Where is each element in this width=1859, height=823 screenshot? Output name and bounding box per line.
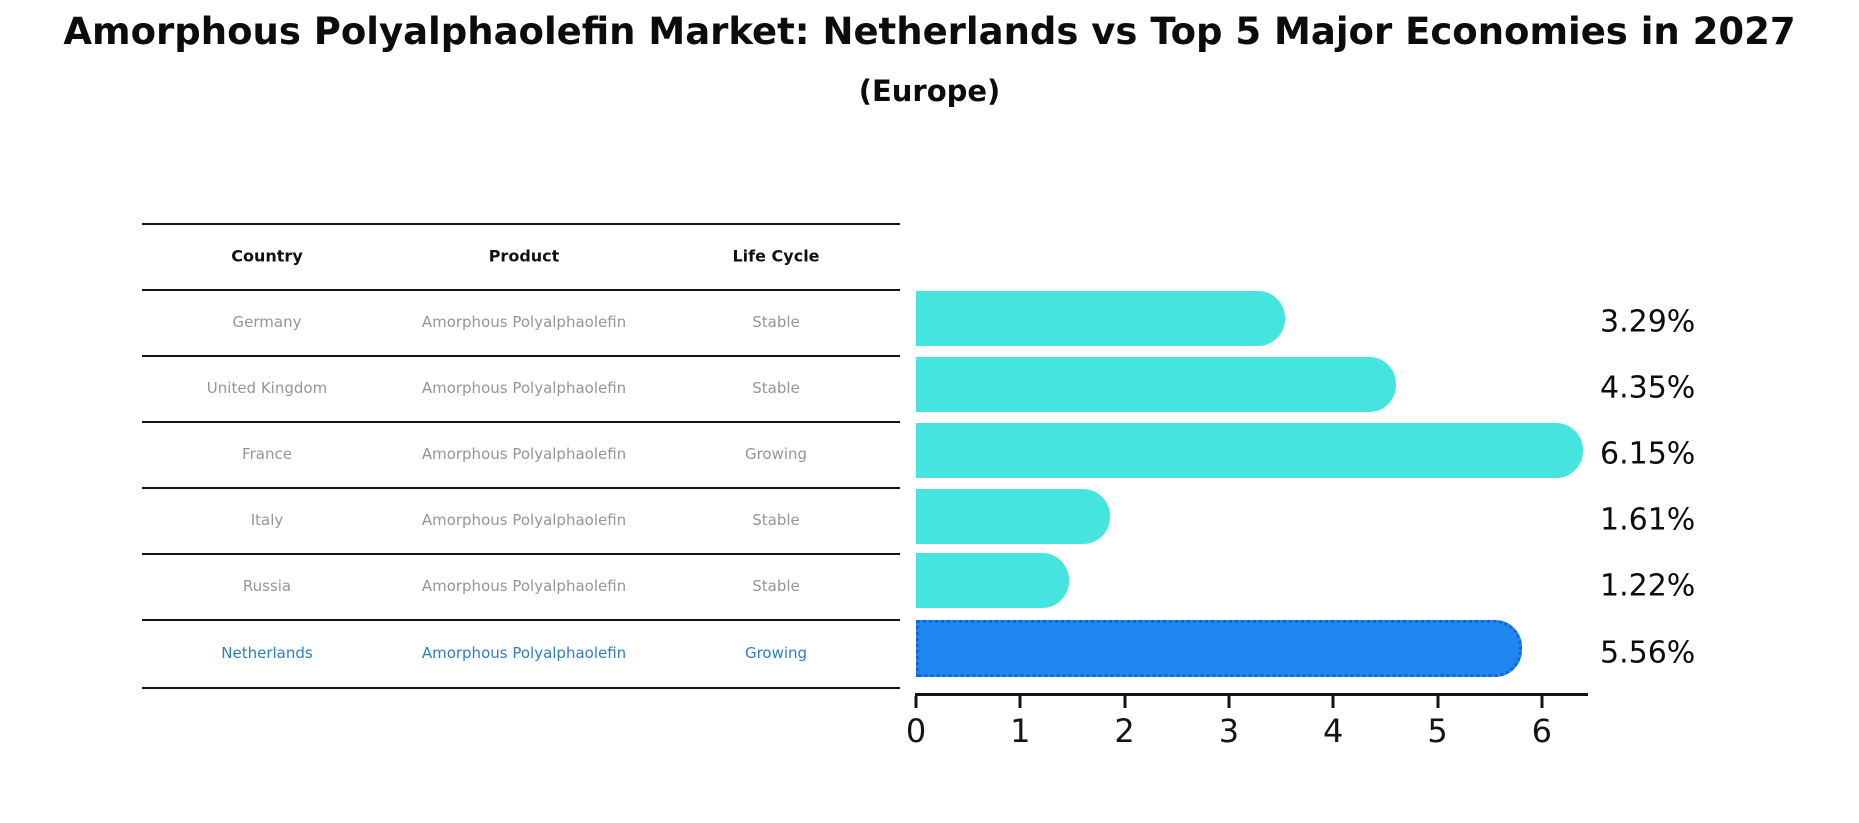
table-cell-product: Amorphous Polyalphaolefin bbox=[421, 313, 627, 331]
table-cell-product: Amorphous Polyalphaolefin bbox=[421, 644, 627, 662]
x-axis-tick bbox=[914, 696, 918, 708]
table-cell-country: Italy bbox=[250, 511, 284, 529]
x-axis-tick-label: 6 bbox=[1531, 712, 1552, 750]
bar-value-label: 4.35% bbox=[1600, 370, 1696, 406]
bar bbox=[916, 489, 1110, 544]
x-axis-tick-label: 2 bbox=[1114, 712, 1135, 750]
table-cell-country: United Kingdom bbox=[206, 379, 328, 397]
table-cell-life-cycle: Stable bbox=[752, 313, 800, 331]
table-cell-country: Germany bbox=[232, 313, 302, 331]
table-header-life-cycle: Life Cycle bbox=[732, 246, 820, 266]
bar-highlighted bbox=[916, 620, 1522, 677]
x-axis-line bbox=[915, 693, 1588, 696]
x-axis-tick-label: 4 bbox=[1323, 712, 1344, 750]
x-axis-tick bbox=[1018, 696, 1022, 708]
x-axis-tick bbox=[1540, 696, 1544, 708]
table-cell-life-cycle: Growing bbox=[744, 644, 808, 662]
bar-value-label: 1.22% bbox=[1600, 568, 1696, 604]
x-axis-tick-label: 0 bbox=[905, 712, 927, 750]
chart-title: Amorphous Polyalphaolefin Market: Nether… bbox=[63, 10, 1796, 53]
x-axis-tick bbox=[1436, 696, 1439, 708]
x-axis-tick bbox=[1123, 696, 1127, 708]
bar bbox=[916, 553, 1069, 608]
table-cell-life-cycle: Growing bbox=[744, 445, 808, 463]
x-axis-tick bbox=[1227, 696, 1231, 708]
table-cell-life-cycle: Stable bbox=[752, 511, 800, 529]
table-cell-country: Netherlands bbox=[221, 644, 313, 662]
table-rule bbox=[142, 487, 900, 489]
table-rule bbox=[142, 553, 900, 555]
x-axis-tick-label: 3 bbox=[1218, 712, 1240, 750]
table-rule bbox=[142, 421, 900, 423]
bar-value-label: 1.61% bbox=[1600, 502, 1696, 538]
table-cell-life-cycle: Stable bbox=[752, 577, 800, 595]
x-axis-tick-label: 1 bbox=[1010, 712, 1031, 750]
table-cell-product: Amorphous Polyalphaolefin bbox=[421, 379, 627, 397]
table-rule bbox=[142, 619, 900, 621]
table-header-product: Product bbox=[488, 246, 560, 266]
bar-value-label: 5.56% bbox=[1600, 635, 1696, 671]
table-cell-product: Amorphous Polyalphaolefin bbox=[421, 511, 627, 529]
bar bbox=[916, 291, 1285, 346]
table-cell-product: Amorphous Polyalphaolefin bbox=[421, 445, 627, 463]
table-header-country: Country bbox=[231, 246, 303, 266]
bar bbox=[916, 357, 1396, 412]
x-axis-tick-label: 5 bbox=[1427, 712, 1448, 750]
table-rule bbox=[142, 223, 900, 225]
table-cell-life-cycle: Stable bbox=[752, 379, 800, 397]
table-rule bbox=[142, 289, 900, 291]
table-cell-country: Russia bbox=[242, 577, 292, 595]
table-rule bbox=[142, 687, 900, 689]
bar-value-label: 3.29% bbox=[1600, 304, 1696, 340]
x-axis-tick bbox=[1331, 696, 1335, 708]
chart-subtitle: (Europe) bbox=[858, 74, 1001, 108]
table-cell-product: Amorphous Polyalphaolefin bbox=[421, 577, 627, 595]
table-cell-country: France bbox=[242, 445, 292, 463]
bar-value-label: 6.15% bbox=[1600, 436, 1696, 472]
table-rule bbox=[142, 355, 900, 357]
bar bbox=[916, 423, 1583, 478]
